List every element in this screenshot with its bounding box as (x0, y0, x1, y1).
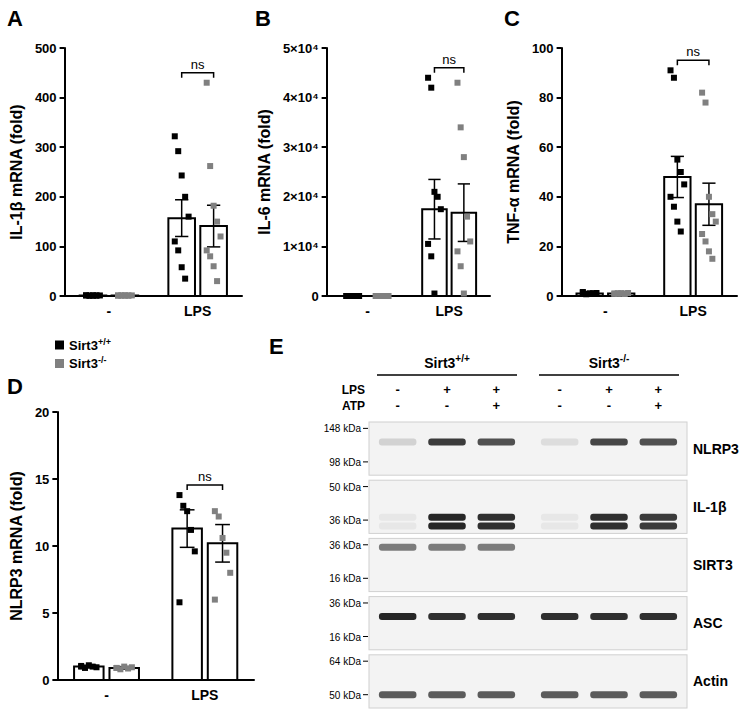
svg-text:IL-1β mRNA (fold): IL-1β mRNA (fold) (8, 104, 25, 239)
svg-text:LPS: LPS (436, 303, 463, 319)
svg-text:LPS: LPS (680, 303, 707, 319)
svg-text:LPS: LPS (184, 303, 211, 319)
svg-text:100: 100 (532, 41, 554, 56)
svg-text:5×10⁴: 5×10⁴ (283, 41, 319, 56)
svg-text:36 kDa: 36 kDa (329, 598, 361, 609)
svg-text:0: 0 (49, 289, 56, 304)
svg-text:64 kDa: 64 kDa (329, 656, 361, 667)
svg-text:200: 200 (35, 189, 57, 204)
svg-text:-/-: -/- (98, 355, 107, 365)
svg-text:+: + (493, 398, 501, 413)
svg-text:NLRP3: NLRP3 (693, 441, 739, 457)
svg-text:36 kDa: 36 kDa (329, 540, 361, 551)
svg-text:100: 100 (35, 239, 57, 254)
svg-text:E: E (269, 334, 284, 359)
svg-text:-: - (395, 382, 399, 397)
svg-text:1×10⁴: 1×10⁴ (283, 239, 319, 254)
svg-text:ATP: ATP (342, 399, 365, 413)
svg-text:Actin: Actin (693, 673, 728, 689)
svg-text:3×10⁴: 3×10⁴ (283, 140, 319, 155)
svg-text:40: 40 (539, 189, 553, 204)
svg-text:ASC: ASC (693, 615, 723, 631)
svg-text:C: C (504, 6, 520, 31)
svg-text:LPS: LPS (342, 383, 365, 397)
svg-text:Sirt3: Sirt3 (69, 338, 98, 353)
svg-text:50 kDa: 50 kDa (329, 690, 361, 701)
svg-text:4×10⁴: 4×10⁴ (283, 90, 319, 105)
svg-text:16 kDa: 16 kDa (329, 632, 361, 643)
svg-text:50 kDa: 50 kDa (329, 482, 361, 493)
svg-text:80: 80 (539, 90, 553, 105)
svg-text:16 kDa: 16 kDa (329, 573, 361, 584)
svg-text:A: A (7, 6, 23, 31)
svg-text:36 kDa: 36 kDa (329, 515, 361, 526)
svg-text:-: - (557, 382, 561, 397)
svg-text:D: D (7, 374, 23, 399)
svg-text:20: 20 (35, 405, 49, 420)
svg-text:SIRT3: SIRT3 (693, 557, 733, 573)
svg-text:+/+: +/+ (98, 337, 111, 347)
svg-text:+: + (655, 382, 663, 397)
svg-text:+: + (655, 398, 663, 413)
svg-text:ns: ns (686, 44, 700, 59)
svg-text:0: 0 (311, 289, 318, 304)
svg-text:IL-6 mRNA (fold): IL-6 mRNA (fold) (256, 109, 273, 235)
svg-text:-: - (395, 398, 399, 413)
svg-text:IL-1β: IL-1β (693, 499, 727, 515)
svg-text:400: 400 (35, 90, 57, 105)
svg-text:300: 300 (35, 140, 57, 155)
svg-text:5: 5 (42, 606, 49, 621)
svg-text:10: 10 (35, 539, 49, 554)
svg-text:2×10⁴: 2×10⁴ (283, 189, 319, 204)
svg-text:500: 500 (35, 41, 57, 56)
svg-text:0: 0 (546, 289, 553, 304)
svg-text:98 kDa: 98 kDa (329, 457, 361, 468)
svg-text:-: - (104, 687, 109, 703)
svg-text:-: - (557, 398, 561, 413)
svg-text:NLRP3 mRNA (fold): NLRP3 mRNA (fold) (8, 471, 25, 621)
svg-text:-: - (607, 398, 611, 413)
svg-text:TNF-α mRNA (fold): TNF-α mRNA (fold) (505, 100, 522, 243)
svg-text:-: - (603, 303, 608, 319)
svg-text:-: - (365, 303, 370, 319)
svg-text:Sirt3+/+: Sirt3+/+ (424, 353, 470, 371)
svg-text:+: + (493, 382, 501, 397)
svg-text:-: - (445, 398, 449, 413)
svg-text:+: + (443, 382, 451, 397)
svg-text:B: B (255, 6, 271, 31)
svg-text:15: 15 (35, 472, 49, 487)
svg-text:ns: ns (191, 57, 205, 72)
svg-text:Sirt3-/-: Sirt3-/- (589, 353, 630, 371)
svg-text:-: - (107, 303, 112, 319)
svg-text:+: + (605, 382, 613, 397)
svg-text:ns: ns (198, 469, 212, 484)
svg-text:60: 60 (539, 140, 553, 155)
svg-text:ns: ns (442, 52, 456, 67)
svg-text:20: 20 (539, 239, 553, 254)
svg-text:LPS: LPS (191, 687, 218, 703)
svg-text:148 kDa: 148 kDa (324, 423, 362, 434)
svg-text:Sirt3: Sirt3 (69, 356, 98, 371)
svg-text:0: 0 (42, 673, 49, 688)
